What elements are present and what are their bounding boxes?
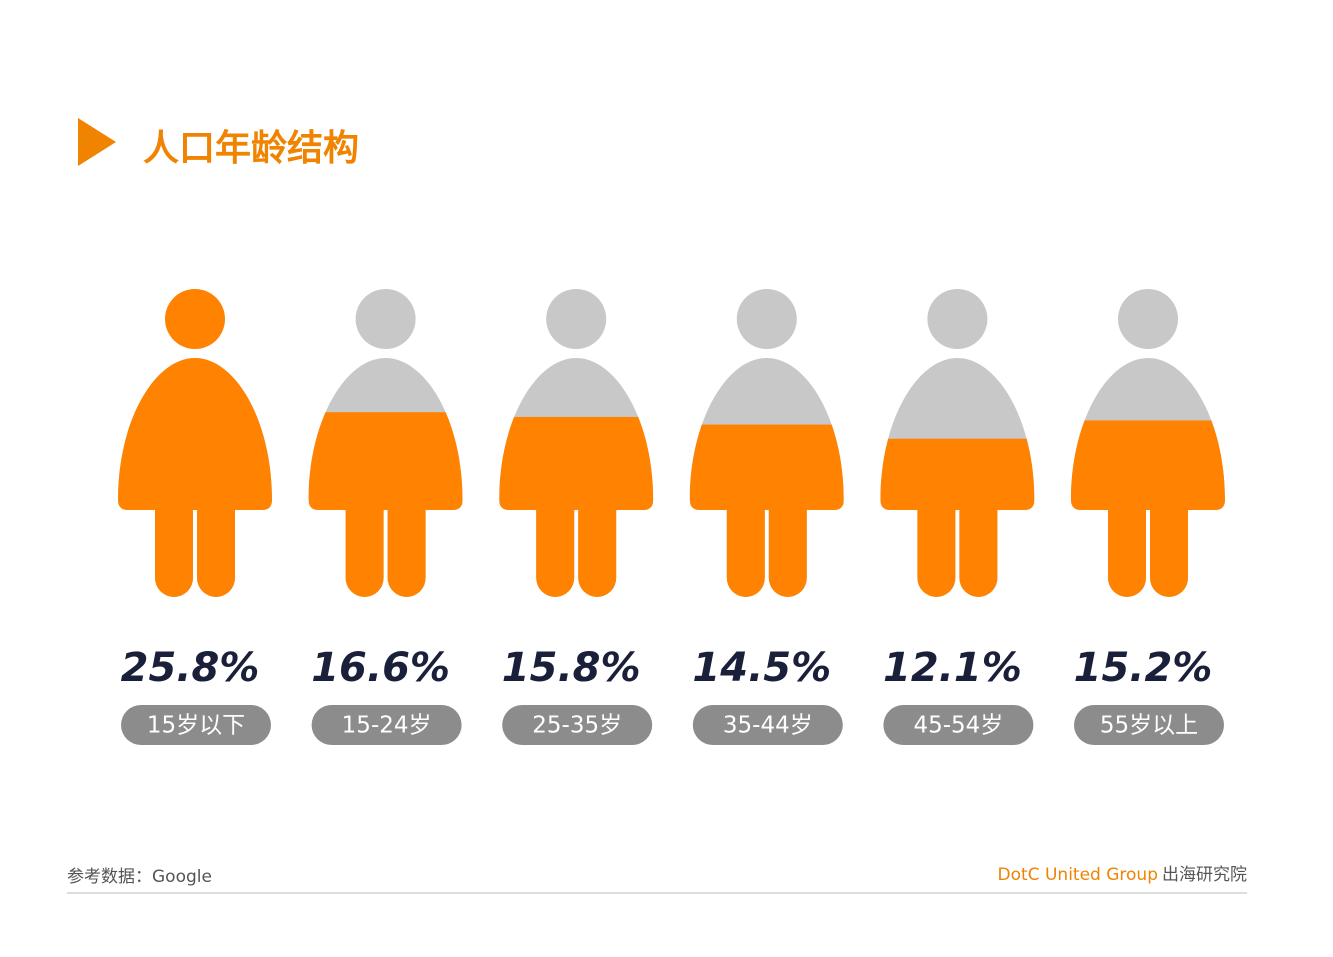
silhouette	[308, 358, 463, 597]
category-label: 25-35岁	[532, 713, 622, 739]
brand-name: DotC United Group	[998, 865, 1158, 885]
filled-part	[118, 358, 272, 597]
head	[927, 289, 988, 349]
value-label: 15.8%	[502, 645, 641, 691]
person: 16.6% 15-24岁	[308, 289, 463, 745]
filled-part	[880, 438, 1035, 597]
category-pill	[1074, 705, 1224, 745]
head	[355, 289, 416, 349]
silhouette	[499, 358, 654, 597]
filled-part	[499, 416, 654, 597]
head	[1118, 289, 1178, 349]
person: 15.8% 25-35岁	[499, 289, 654, 745]
head	[546, 289, 607, 349]
category-label: 45-54岁	[913, 713, 1003, 739]
person: 12.1% 45-54岁	[880, 289, 1035, 745]
person: 14.5% 35-44岁	[689, 289, 844, 745]
source: 参考数据：Google	[67, 867, 212, 887]
category-label: 35-44岁	[723, 713, 813, 739]
category-pill	[502, 705, 653, 745]
category-pill	[692, 705, 843, 745]
head	[165, 289, 225, 349]
silhouette	[880, 358, 1035, 597]
silhouette	[1071, 358, 1225, 597]
category-pill	[121, 705, 271, 745]
category-label: 15岁以下	[147, 713, 245, 739]
value-label: 25.8%	[121, 645, 260, 691]
value-label: 15.2%	[1074, 645, 1213, 691]
filled-part	[689, 424, 844, 597]
chart-title: 人口年龄结构	[143, 128, 359, 169]
category-label: 55岁以上	[1100, 713, 1198, 739]
filled-part	[1071, 420, 1225, 597]
value-label: 12.1%	[883, 645, 1022, 691]
category-pill	[311, 705, 462, 745]
category-label: 15-24岁	[342, 713, 432, 739]
silhouette	[118, 358, 272, 597]
brand: DotC United Group 出海研究院	[998, 865, 1247, 885]
brand-suffix: 出海研究院	[1162, 865, 1247, 885]
value-label: 16.6%	[311, 645, 450, 691]
title-marker	[78, 118, 116, 166]
person: 25.8% 15岁以下	[118, 289, 272, 745]
pictogram: 25.8% 15岁以下 16.6% 15-24岁 15.8% 25-35岁 14.5% 35-…	[118, 289, 1225, 745]
person: 15.2% 55岁以上	[1071, 289, 1225, 745]
value-label: 14.5%	[692, 645, 831, 691]
silhouette	[689, 358, 844, 597]
filled-part	[308, 412, 463, 597]
category-pill	[883, 705, 1034, 745]
head	[736, 289, 797, 349]
